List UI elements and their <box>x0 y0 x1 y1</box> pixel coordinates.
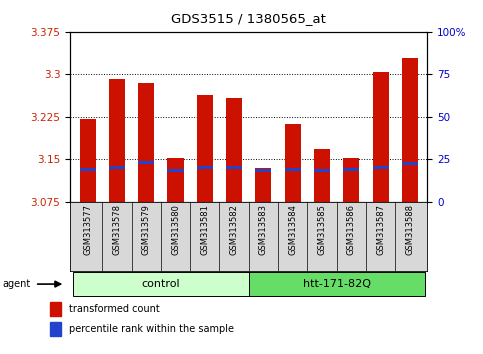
FancyBboxPatch shape <box>249 272 425 296</box>
Bar <box>138 161 154 164</box>
Text: control: control <box>142 279 180 289</box>
Text: GSM313583: GSM313583 <box>259 204 268 255</box>
Text: GSM313588: GSM313588 <box>405 204 414 255</box>
Text: agent: agent <box>2 279 30 289</box>
Bar <box>402 58 418 202</box>
Bar <box>80 119 96 202</box>
Bar <box>197 166 213 169</box>
Bar <box>138 84 154 202</box>
Text: transformed count: transformed count <box>69 304 159 314</box>
Bar <box>284 168 301 171</box>
Bar <box>343 158 359 202</box>
Bar <box>372 166 389 169</box>
FancyBboxPatch shape <box>73 272 249 296</box>
Bar <box>343 168 359 171</box>
Bar <box>402 162 418 165</box>
Bar <box>372 72 389 202</box>
Bar <box>314 169 330 172</box>
Text: GSM313582: GSM313582 <box>229 204 239 255</box>
Bar <box>284 124 301 202</box>
Text: GSM313579: GSM313579 <box>142 204 151 255</box>
Text: GSM313586: GSM313586 <box>347 204 356 255</box>
Bar <box>256 168 271 202</box>
Text: percentile rank within the sample: percentile rank within the sample <box>69 324 234 334</box>
Bar <box>197 95 213 202</box>
Bar <box>168 158 184 202</box>
Text: GSM313580: GSM313580 <box>171 204 180 255</box>
Bar <box>314 149 330 202</box>
Text: GSM313577: GSM313577 <box>83 204 92 255</box>
Bar <box>109 79 125 202</box>
Text: GSM313585: GSM313585 <box>317 204 327 255</box>
Text: htt-171-82Q: htt-171-82Q <box>303 279 370 289</box>
Text: GSM313587: GSM313587 <box>376 204 385 255</box>
Text: GDS3515 / 1380565_at: GDS3515 / 1380565_at <box>171 12 326 25</box>
Bar <box>50 321 61 336</box>
Bar <box>226 166 242 169</box>
Bar <box>80 168 96 171</box>
Bar <box>50 302 61 316</box>
Text: GSM313584: GSM313584 <box>288 204 297 255</box>
Bar <box>226 98 242 202</box>
Bar <box>256 169 271 172</box>
Bar <box>168 169 184 172</box>
Bar <box>109 166 125 169</box>
Text: GSM313578: GSM313578 <box>113 204 121 255</box>
Text: GSM313581: GSM313581 <box>200 204 209 255</box>
